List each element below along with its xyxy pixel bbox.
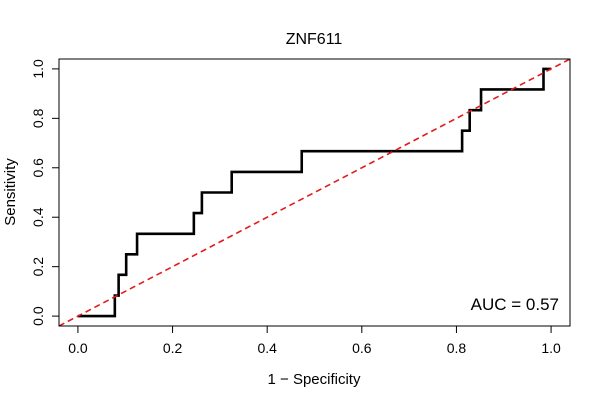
x-axis-title: 1 − Specificity	[268, 371, 361, 388]
y-tick-label: 0.8	[30, 108, 46, 128]
y-tick-label: 0.6	[30, 158, 46, 178]
y-tick-label: 1.0	[30, 59, 46, 79]
x-tick-label: 0.8	[447, 340, 467, 356]
x-tick-label: 0.6	[352, 340, 372, 356]
chart-title: ZNF611	[286, 31, 343, 48]
y-axis: 0.0 0.2 0.4 0.6 0.8 1.0	[30, 59, 60, 326]
x-tick-label: 1.0	[541, 340, 561, 356]
x-tick-label: 0.0	[68, 340, 88, 356]
y-tick-label: 0.4	[30, 207, 46, 227]
reference-diagonal-line	[59, 59, 570, 326]
auc-annotation: AUC = 0.57	[471, 295, 559, 314]
plot-area	[59, 59, 570, 326]
y-tick-label: 0.0	[30, 306, 46, 326]
roc-curve-line	[77, 67, 552, 318]
y-axis-title: Sensitivity	[2, 158, 19, 226]
x-axis: 0.0 0.2 0.4 0.6 0.8 1.0	[68, 325, 561, 356]
y-tick-label: 0.2	[30, 257, 46, 277]
x-tick-label: 0.2	[163, 340, 183, 356]
x-tick-label: 0.4	[257, 340, 277, 356]
